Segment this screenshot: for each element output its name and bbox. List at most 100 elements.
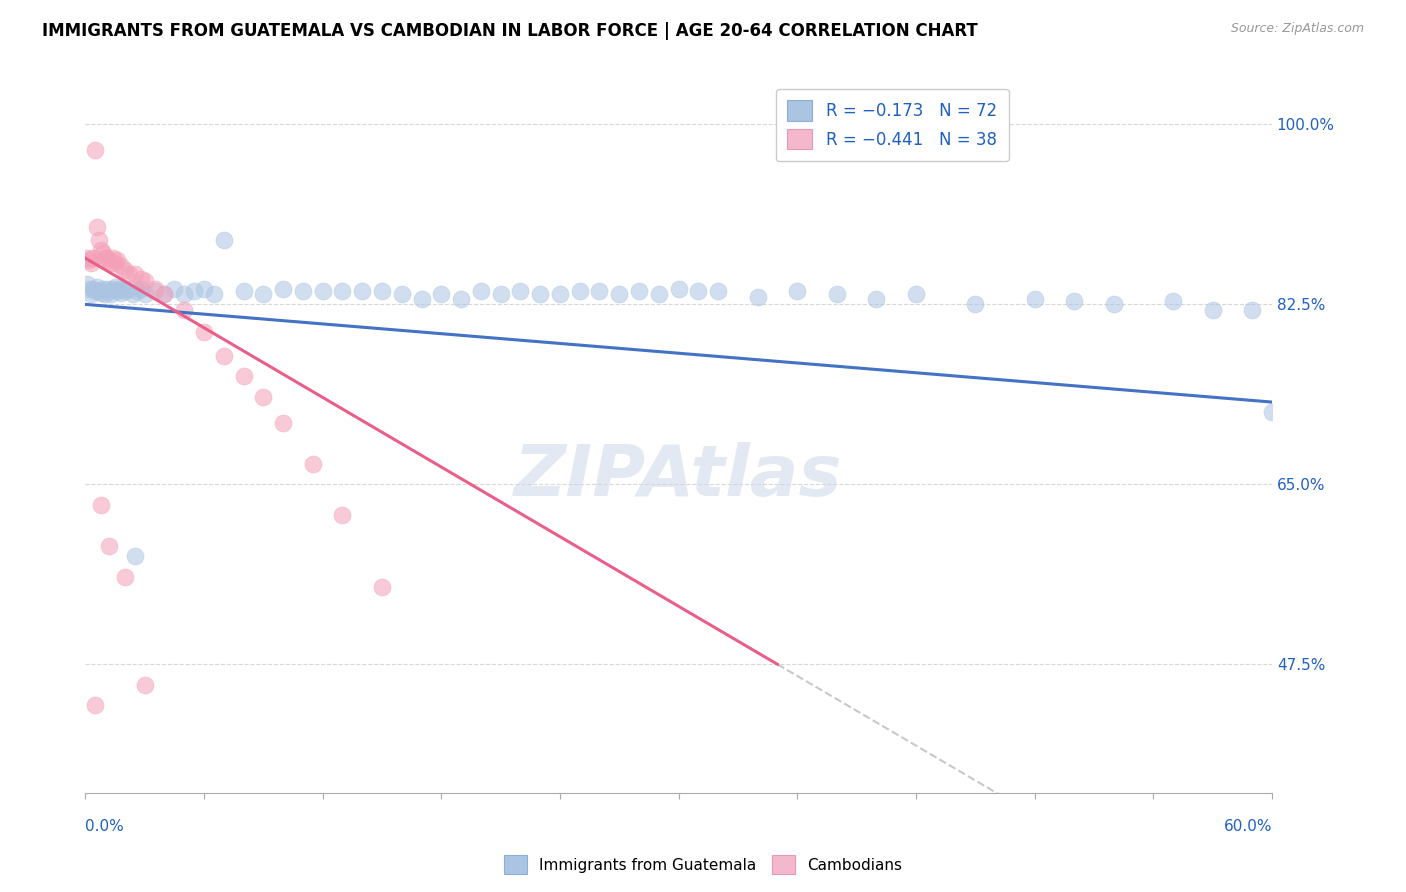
Point bbox=[110, 260, 132, 274]
Point bbox=[89, 233, 111, 247]
Point bbox=[1161, 294, 1184, 309]
Point bbox=[271, 282, 294, 296]
Point bbox=[82, 251, 104, 265]
Point bbox=[96, 282, 118, 296]
Point bbox=[1102, 297, 1125, 311]
Point bbox=[98, 539, 121, 553]
Point bbox=[80, 256, 103, 270]
Legend: R = −0.173   N = 72, R = −0.441   N = 38: R = −0.173 N = 72, R = −0.441 N = 38 bbox=[776, 88, 1008, 161]
Point bbox=[1201, 302, 1223, 317]
Point bbox=[101, 282, 124, 296]
Point bbox=[118, 267, 141, 281]
Point bbox=[80, 287, 103, 301]
Point bbox=[114, 284, 136, 298]
Point bbox=[607, 287, 630, 301]
Point bbox=[104, 256, 127, 270]
Point bbox=[153, 287, 176, 301]
Point bbox=[153, 287, 176, 301]
Point bbox=[118, 282, 141, 296]
Point bbox=[76, 277, 98, 291]
Point bbox=[121, 287, 143, 301]
Text: IMMIGRANTS FROM GUATEMALA VS CAMBODIAN IN LABOR FORCE | AGE 20-64 CORRELATION CH: IMMIGRANTS FROM GUATEMALA VS CAMBODIAN I… bbox=[42, 22, 979, 40]
Point bbox=[134, 678, 156, 692]
Point bbox=[94, 251, 117, 265]
Point bbox=[470, 284, 492, 298]
Point bbox=[1261, 405, 1284, 419]
Point bbox=[163, 282, 186, 296]
Text: Source: ZipAtlas.com: Source: ZipAtlas.com bbox=[1230, 22, 1364, 36]
Point bbox=[90, 286, 112, 301]
Text: ZIPAtlas: ZIPAtlas bbox=[515, 442, 842, 510]
Point bbox=[114, 570, 136, 584]
Point bbox=[105, 284, 128, 298]
Point bbox=[904, 287, 927, 301]
Point bbox=[588, 284, 610, 298]
Point bbox=[143, 282, 166, 296]
Point bbox=[1241, 302, 1264, 317]
Point bbox=[212, 233, 235, 247]
Point bbox=[100, 287, 122, 301]
Point bbox=[125, 284, 148, 298]
Point bbox=[548, 287, 571, 301]
Point bbox=[173, 302, 195, 317]
Point bbox=[332, 284, 354, 298]
Point bbox=[865, 292, 887, 306]
Point bbox=[352, 284, 374, 298]
Point bbox=[94, 287, 117, 301]
Point bbox=[101, 251, 124, 265]
Point bbox=[111, 282, 134, 296]
Point bbox=[707, 284, 730, 298]
Point bbox=[202, 287, 225, 301]
Point bbox=[568, 284, 591, 298]
Legend: Immigrants from Guatemala, Cambodians: Immigrants from Guatemala, Cambodians bbox=[498, 849, 908, 880]
Point bbox=[98, 253, 121, 268]
Text: 0.0%: 0.0% bbox=[86, 819, 124, 834]
Point bbox=[114, 263, 136, 277]
Point bbox=[212, 349, 235, 363]
Point bbox=[98, 284, 121, 298]
Point bbox=[96, 251, 118, 265]
Point bbox=[411, 292, 433, 306]
Point bbox=[104, 280, 127, 294]
Point bbox=[129, 271, 152, 285]
Point bbox=[252, 287, 274, 301]
Text: 60.0%: 60.0% bbox=[1223, 819, 1272, 834]
Point bbox=[648, 287, 671, 301]
Point bbox=[124, 549, 146, 564]
Point bbox=[91, 246, 114, 260]
Point bbox=[232, 284, 254, 298]
Point bbox=[332, 508, 354, 523]
Point bbox=[77, 282, 100, 296]
Point bbox=[134, 274, 156, 288]
Point bbox=[1024, 292, 1046, 306]
Point bbox=[371, 580, 394, 594]
Point bbox=[105, 253, 128, 268]
Point bbox=[668, 282, 690, 296]
Point bbox=[89, 284, 111, 298]
Point bbox=[825, 287, 848, 301]
Point bbox=[450, 292, 472, 306]
Point bbox=[90, 243, 112, 257]
Point bbox=[100, 256, 122, 270]
Point bbox=[252, 390, 274, 404]
Point bbox=[965, 297, 987, 311]
Point bbox=[193, 325, 215, 339]
Point bbox=[90, 498, 112, 512]
Point bbox=[391, 287, 413, 301]
Point bbox=[271, 416, 294, 430]
Point bbox=[232, 369, 254, 384]
Point bbox=[84, 284, 107, 298]
Point bbox=[291, 284, 314, 298]
Point bbox=[91, 282, 114, 296]
Point bbox=[193, 282, 215, 296]
Point bbox=[509, 284, 531, 298]
Point bbox=[430, 287, 453, 301]
Point bbox=[84, 143, 107, 157]
Point bbox=[134, 287, 156, 301]
Point bbox=[489, 287, 512, 301]
Point bbox=[688, 284, 710, 298]
Point bbox=[86, 280, 108, 294]
Point bbox=[143, 284, 166, 298]
Point bbox=[1063, 294, 1085, 309]
Point bbox=[110, 286, 132, 301]
